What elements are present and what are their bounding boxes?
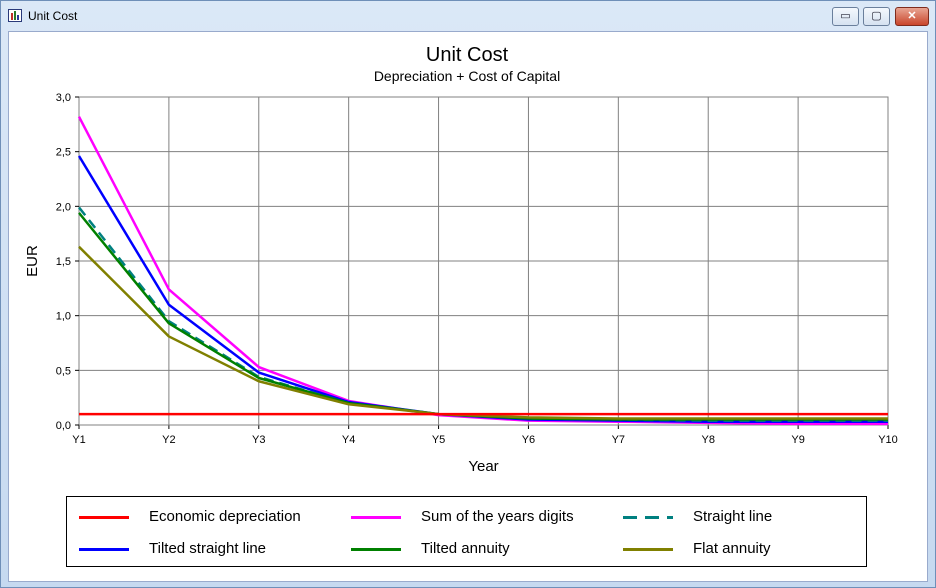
legend-label: Tilted straight line — [149, 540, 266, 557]
legend-label: Flat annuity — [693, 540, 771, 557]
minimize-button[interactable]: ▭ — [832, 7, 859, 26]
legend-swatch — [79, 548, 129, 551]
y-tick-label: 3,0 — [56, 92, 71, 104]
close-button[interactable]: ✕ — [895, 7, 929, 26]
x-tick-label: Y5 — [432, 434, 445, 446]
x-tick-label: Y7 — [612, 434, 625, 446]
legend-swatch — [79, 516, 129, 519]
y-tick-label: 2,0 — [56, 201, 71, 213]
x-tick-label: Y10 — [878, 434, 898, 446]
x-tick-label: Y8 — [701, 434, 714, 446]
chart-subtitle: Depreciation + Cost of Capital — [373, 68, 561, 84]
x-tick-label: Y2 — [162, 434, 175, 446]
chart-app-icon[interactable] — [8, 9, 22, 22]
legend-label: Economic depreciation — [149, 508, 301, 525]
y-axis-label: EUR — [24, 245, 41, 277]
x-tick-label: Y3 — [252, 434, 265, 446]
x-axis-label: Year — [468, 458, 498, 475]
series-line-flat-annuity — [78, 245, 888, 420]
legend-label: Tilted annuity — [421, 540, 510, 557]
y-tick-label: 2,5 — [56, 147, 71, 159]
y-tick-label: 1,5 — [56, 256, 71, 268]
legend-swatch — [623, 548, 673, 551]
x-tick-label: Y1 — [72, 434, 85, 446]
legend-swatch — [351, 516, 401, 519]
chart-legend: Economic depreciation Sum of the years di… — [66, 496, 867, 567]
x-tick-label: Y6 — [522, 434, 535, 446]
maximize-button[interactable]: ▢ — [863, 7, 890, 26]
legend-label: Sum of the years digits — [421, 508, 574, 525]
legend-swatch — [351, 548, 401, 551]
x-tick-label: Y4 — [342, 434, 355, 446]
y-tick-label: 1,0 — [56, 311, 71, 323]
x-tick-label: Y9 — [791, 434, 804, 446]
legend-label: Straight line — [693, 508, 773, 525]
y-tick-label: 0,5 — [56, 365, 71, 377]
series-line-straight-line — [78, 206, 888, 422]
legend-swatch — [623, 516, 673, 519]
chart-title: Unit Cost — [425, 44, 509, 66]
title-bar[interactable]: Unit Cost ▭ ▢ ✕ — [1, 1, 935, 31]
window-title: Unit Cost — [28, 9, 78, 23]
y-tick-label: 0,0 — [56, 420, 71, 432]
